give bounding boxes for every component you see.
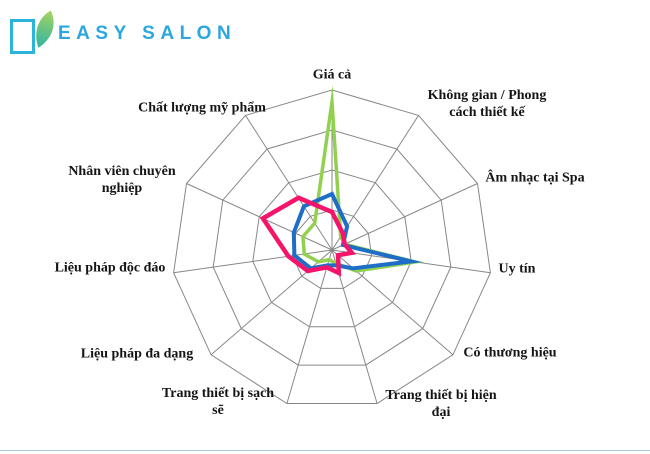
- logo-text: EASY SALON: [58, 23, 237, 44]
- green-series: [301, 85, 424, 273]
- pink-series: [259, 195, 357, 277]
- axis-label-da-dang: Liệu pháp đa dạng: [80, 346, 194, 362]
- axis-label-khong-gian: Không gian / Phong cách thiết kế: [427, 88, 547, 120]
- logo-square: [10, 19, 35, 54]
- axis-label-ttb-sach-se: Trang thiết bị sạch sẽ: [161, 386, 275, 418]
- axis-label-chat-luong: Chất lượng mỹ phẩm: [138, 100, 266, 116]
- axis-label-ttb-hien-dai: Trang thiết bị hiện đại: [385, 388, 497, 420]
- radar-grid: [173, 89, 491, 404]
- bottom-divider: [0, 450, 650, 451]
- axis-label-gia-ca: Giá cả: [312, 67, 352, 83]
- axis-label-uy-tin: Uy tín: [498, 261, 536, 277]
- axis-label-chuyen-nghiep: Nhân viên chuyên nghiệp: [68, 164, 176, 196]
- leaf-icon: [35, 8, 55, 50]
- axis-label-am-nhac: Âm nhạc tại Spa: [485, 170, 585, 186]
- axis-label-doc-dao: Liệu pháp độc đáo: [54, 260, 166, 276]
- axis-label-co-thuong-hieu: Có thương hiệu: [463, 345, 557, 361]
